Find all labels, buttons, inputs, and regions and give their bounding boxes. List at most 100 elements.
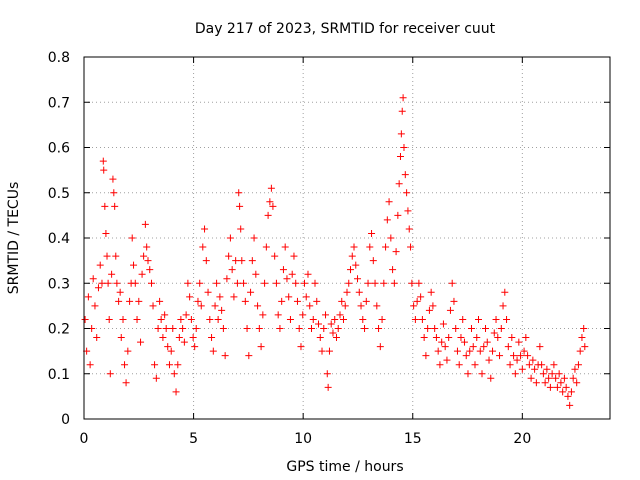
data-point xyxy=(543,365,551,373)
data-point xyxy=(94,284,102,292)
data-point xyxy=(320,325,328,332)
data-point xyxy=(267,184,275,192)
data-point xyxy=(202,257,210,265)
data-point xyxy=(189,334,197,342)
data-point xyxy=(121,361,129,369)
data-point xyxy=(179,325,187,332)
data-point xyxy=(170,370,178,378)
data-point xyxy=(361,325,369,332)
chart-title: Day 217 of 2023, SRMTID for receiver cuu… xyxy=(195,21,496,37)
data-point xyxy=(199,243,207,251)
data-point xyxy=(266,198,274,206)
data-point xyxy=(105,315,113,323)
data-point xyxy=(538,361,546,369)
data-point xyxy=(209,347,217,355)
data-point xyxy=(96,261,104,269)
data-point xyxy=(226,234,234,242)
data-point xyxy=(104,279,112,287)
y-tick-label: 0.6 xyxy=(48,141,70,157)
data-point xyxy=(232,257,240,265)
data-point xyxy=(290,252,298,260)
data-point xyxy=(255,325,263,332)
data-point xyxy=(292,279,300,287)
data-point xyxy=(499,302,507,310)
data-point xyxy=(513,356,521,364)
data-point xyxy=(174,361,182,369)
data-point xyxy=(546,383,554,391)
data-point xyxy=(434,347,442,355)
data-point xyxy=(221,352,229,360)
data-point xyxy=(443,356,451,364)
data-point xyxy=(146,266,154,274)
data-point xyxy=(438,338,446,346)
data-point xyxy=(478,370,486,378)
data-point xyxy=(489,347,497,355)
data-point xyxy=(368,229,376,237)
data-point xyxy=(110,189,118,197)
data-point xyxy=(144,257,152,265)
data-point xyxy=(81,315,89,323)
data-point xyxy=(99,157,107,165)
data-point xyxy=(128,234,136,242)
data-points xyxy=(81,94,589,409)
data-point xyxy=(459,315,467,323)
data-point xyxy=(304,270,312,278)
data-point xyxy=(527,374,535,382)
data-point xyxy=(339,315,347,323)
data-point xyxy=(206,315,214,323)
data-point xyxy=(338,297,346,305)
data-point xyxy=(93,334,101,342)
data-point xyxy=(250,234,258,242)
data-point xyxy=(240,279,248,287)
x-tick-label: 20 xyxy=(513,431,531,447)
data-point xyxy=(385,198,393,206)
data-point xyxy=(573,379,581,387)
data-point xyxy=(140,252,148,260)
data-point xyxy=(230,293,238,301)
data-point xyxy=(223,275,231,283)
data-point xyxy=(156,297,164,305)
data-point xyxy=(562,383,570,391)
data-point xyxy=(408,279,416,287)
data-point xyxy=(196,279,204,287)
data-point xyxy=(248,257,256,265)
data-point xyxy=(165,361,173,369)
data-point xyxy=(157,315,165,323)
data-point xyxy=(407,243,415,251)
data-point xyxy=(417,293,425,301)
data-point xyxy=(261,279,269,287)
data-point xyxy=(471,361,479,369)
data-point xyxy=(245,352,253,360)
data-point xyxy=(415,279,423,287)
data-point xyxy=(191,343,199,351)
data-point xyxy=(323,370,331,378)
y-tick-label: 0 xyxy=(61,412,70,428)
data-point xyxy=(555,370,563,378)
data-point xyxy=(411,315,419,323)
data-point xyxy=(392,248,400,256)
data-point xyxy=(382,243,390,251)
data-point xyxy=(285,293,293,301)
data-point xyxy=(485,356,493,364)
data-point xyxy=(574,361,582,369)
data-point xyxy=(98,279,106,287)
data-point xyxy=(559,388,567,396)
data-point xyxy=(236,202,244,210)
data-point xyxy=(552,374,560,382)
data-point xyxy=(469,343,477,351)
data-point xyxy=(567,388,575,396)
data-point xyxy=(436,361,444,369)
data-point xyxy=(450,297,458,305)
data-point xyxy=(482,325,490,332)
data-point xyxy=(184,279,192,287)
data-point xyxy=(152,374,160,382)
data-point xyxy=(457,334,465,342)
data-point xyxy=(390,279,398,287)
data-point xyxy=(531,365,539,373)
data-point xyxy=(293,297,301,305)
data-point xyxy=(548,370,556,378)
data-point xyxy=(281,243,289,251)
data-point xyxy=(445,334,453,342)
data-point xyxy=(187,315,195,323)
data-point xyxy=(297,343,305,351)
